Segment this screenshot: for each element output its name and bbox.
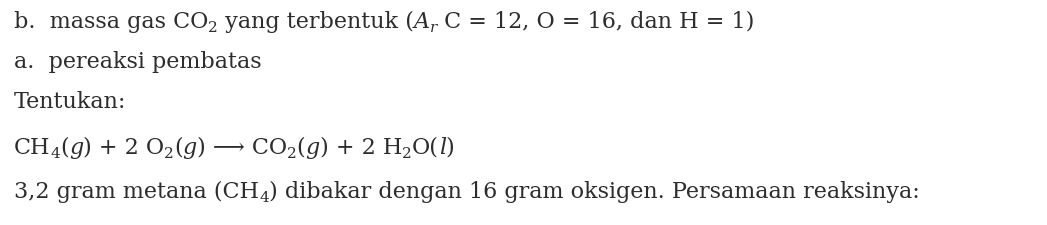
Text: l: l (439, 136, 446, 158)
Text: ) + 2 O: ) + 2 O (83, 136, 164, 158)
Text: ) dibakar dengan 16 gram oksigen. Persamaan reaksinya:: ) dibakar dengan 16 gram oksigen. Persam… (269, 180, 919, 202)
Text: 2: 2 (164, 147, 174, 161)
Text: C = 12, O = 16, dan H = 1): C = 12, O = 16, dan H = 1) (438, 11, 755, 33)
Text: yang terbentuk (: yang terbentuk ( (218, 11, 414, 33)
Text: g: g (306, 136, 319, 158)
Text: Tentukan:: Tentukan: (14, 91, 127, 112)
Text: 2: 2 (402, 147, 411, 161)
Text: b.  massa gas CO: b. massa gas CO (14, 11, 208, 33)
Text: ): ) (446, 136, 454, 158)
Text: CH: CH (14, 136, 50, 158)
Text: A: A (414, 11, 430, 33)
Text: 4: 4 (50, 147, 61, 161)
Text: (: ( (174, 136, 182, 158)
Text: g: g (182, 136, 197, 158)
Text: O(: O( (411, 136, 439, 158)
Text: g: g (69, 136, 83, 158)
Text: a.  pereaksi pembatas: a. pereaksi pembatas (14, 51, 262, 73)
Text: (: ( (61, 136, 69, 158)
Text: ) + 2 H: ) + 2 H (319, 136, 402, 158)
Text: 3,2 gram metana (CH: 3,2 gram metana (CH (14, 180, 259, 202)
Text: (: ( (296, 136, 306, 158)
Text: r: r (430, 21, 438, 35)
Text: 4: 4 (259, 191, 269, 205)
Text: 2: 2 (208, 21, 218, 35)
Text: ) ⟶ CO: ) ⟶ CO (197, 136, 287, 158)
Text: 2: 2 (287, 147, 296, 161)
